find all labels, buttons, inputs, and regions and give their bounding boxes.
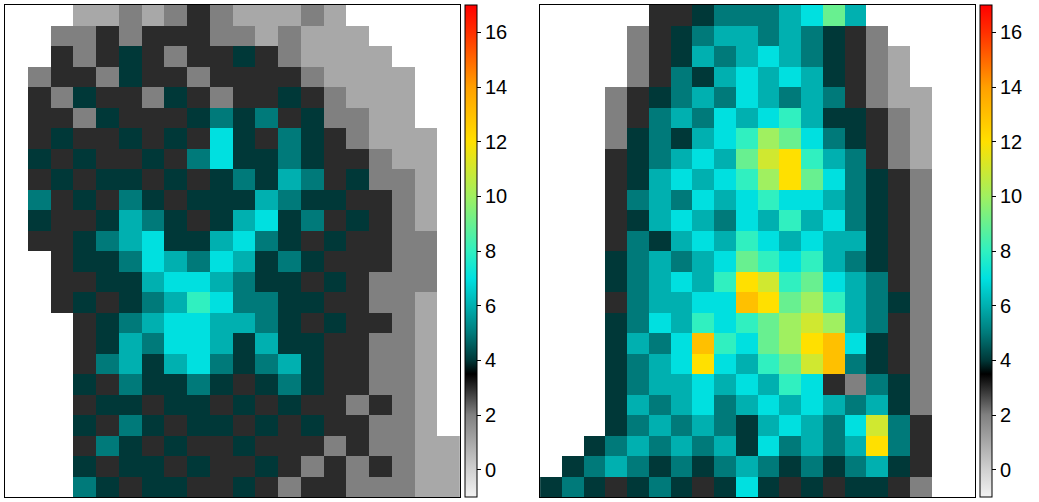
svg-text:10: 10 [1000, 185, 1022, 207]
svg-text:16: 16 [485, 21, 507, 43]
svg-text:8: 8 [1000, 240, 1011, 262]
svg-text:12: 12 [1000, 131, 1022, 153]
svg-text:0: 0 [485, 459, 496, 481]
svg-text:12: 12 [485, 131, 507, 153]
svg-text:4: 4 [485, 349, 496, 371]
svg-text:16: 16 [1000, 21, 1022, 43]
svg-text:6: 6 [1000, 295, 1011, 317]
svg-text:0: 0 [1000, 459, 1011, 481]
svg-text:8: 8 [485, 240, 496, 262]
svg-text:10: 10 [485, 185, 507, 207]
svg-text:2: 2 [485, 404, 496, 426]
svg-text:14: 14 [485, 76, 507, 98]
svg-text:2: 2 [1000, 404, 1011, 426]
svg-text:6: 6 [485, 295, 496, 317]
svg-text:4: 4 [1000, 349, 1011, 371]
svg-text:14: 14 [1000, 76, 1022, 98]
